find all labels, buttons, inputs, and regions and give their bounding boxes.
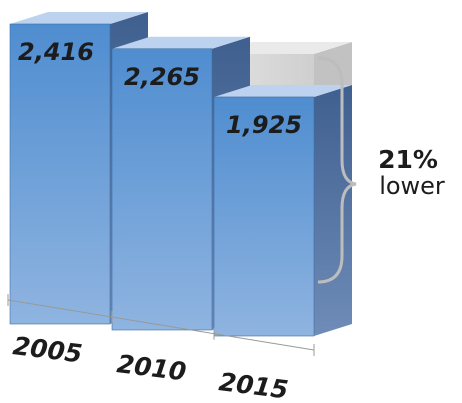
bar-top-2005 — [10, 12, 148, 24]
x-axis-line — [7, 299, 315, 351]
bar-top-2015 — [214, 84, 352, 97]
bar-side-2015 — [314, 84, 352, 337]
data-label-2005: 2,416 — [18, 38, 94, 66]
bar-front-2015 — [213, 96, 315, 337]
bar-2015 — [213, 84, 352, 337]
x-tick-label-2005: 2005 — [11, 331, 84, 368]
bar-front-2005 — [9, 23, 111, 325]
comparison-brace — [317, 56, 357, 284]
data-label-2010: 2,265 — [124, 63, 200, 91]
percent-change-caption: lower — [379, 172, 445, 200]
x-tick-label-2015: 2015 — [217, 367, 290, 403]
x-tick-label-2010: 2010 — [115, 349, 188, 386]
percent-change-label: 21% — [378, 145, 438, 174]
bar-front-2010 — [111, 48, 213, 331]
data-label-2015: 1,925 — [226, 111, 302, 139]
bar-top-2010 — [112, 36, 250, 49]
